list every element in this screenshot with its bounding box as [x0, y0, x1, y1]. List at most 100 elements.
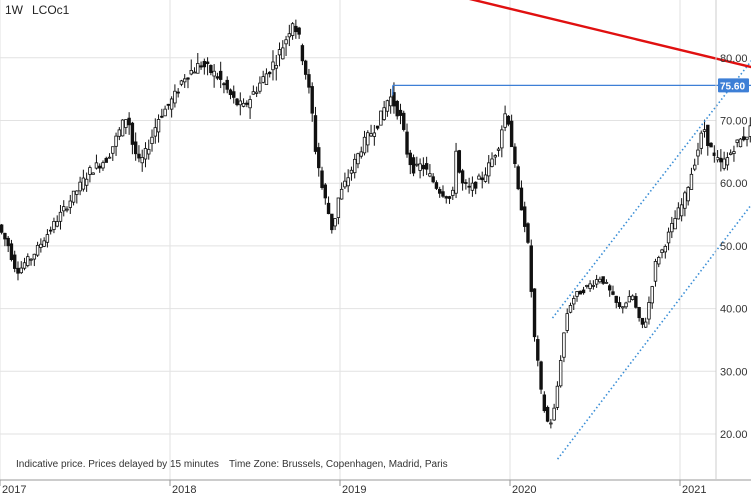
candle-body: [209, 65, 213, 74]
candle-body: [418, 163, 422, 171]
candle-body: [147, 149, 151, 155]
candle-body: [673, 218, 677, 230]
last-price-badge: 75.60: [718, 78, 749, 93]
candle-body: [39, 243, 43, 248]
timeframe-label[interactable]: 1W: [5, 3, 24, 17]
candle-body: [320, 170, 324, 188]
candle-body: [529, 245, 533, 292]
candle-body: [598, 278, 602, 283]
candle-body: [336, 197, 341, 218]
candle-body: [549, 422, 553, 425]
candle-body: [120, 119, 125, 137]
candle-body: [415, 163, 419, 166]
candle-body: [16, 267, 20, 274]
candle-body: [552, 407, 556, 421]
candle-body: [111, 146, 115, 154]
candle-body: [562, 332, 566, 358]
candle-body: [506, 115, 511, 125]
candle-body: [183, 78, 187, 83]
candle-body: [614, 295, 618, 303]
candle-body: [588, 283, 592, 289]
candle-body: [199, 65, 203, 68]
candle-body: [650, 286, 654, 304]
candle-body: [52, 221, 56, 230]
y-tick-label: 80.00: [720, 53, 748, 65]
candle-body: [385, 100, 390, 112]
candle-body: [509, 120, 514, 148]
candle-body: [578, 290, 582, 295]
timezone-note: Time Zone: Brussels, Copenhagen, Madrid,…: [229, 459, 448, 470]
candle-body: [742, 136, 746, 141]
candle-body: [290, 23, 295, 36]
candle-body: [640, 317, 645, 325]
candle-body: [542, 394, 547, 412]
candle-body: [215, 76, 220, 79]
candle-body: [137, 153, 141, 159]
candle-body: [473, 181, 478, 189]
candle-body: [572, 298, 576, 305]
channel-lower-line: [556, 203, 751, 460]
candle-body: [173, 90, 177, 104]
candle-body: [45, 234, 50, 243]
candle-body: [349, 169, 354, 174]
candle-body: [317, 147, 321, 169]
candle-body: [702, 129, 707, 132]
candle-body: [366, 132, 370, 146]
candle-body: [3, 232, 7, 240]
candle-body: [264, 73, 269, 85]
y-tick-label: 60.00: [720, 178, 748, 190]
candle-body: [516, 166, 520, 190]
candle-body: [568, 305, 573, 313]
resistance-trend-line: [468, 0, 751, 69]
candle-body: [558, 360, 563, 387]
candle-body: [477, 175, 481, 180]
candle-body: [176, 91, 180, 94]
candle-body: [68, 200, 72, 208]
candle-body: [523, 206, 527, 227]
candle-body: [98, 165, 102, 169]
candle-body: [281, 47, 285, 60]
candle-body: [333, 218, 337, 227]
y-tick-label: 70.00: [720, 116, 748, 128]
candle-body: [624, 302, 628, 308]
candle-body: [398, 109, 403, 116]
candle-body: [235, 98, 239, 106]
candle-body: [699, 132, 703, 149]
candle-body: [75, 190, 79, 195]
candle-body: [356, 153, 360, 165]
candle-body: [133, 141, 138, 155]
candle-body: [274, 65, 278, 69]
candle-body: [156, 119, 161, 133]
candle-body: [670, 223, 674, 233]
candle-body: [124, 119, 128, 128]
candle-body: [88, 167, 92, 175]
candle-body: [297, 27, 301, 35]
candle-body: [601, 276, 605, 284]
symbol-label: LCOc1: [32, 3, 70, 17]
candle-body: [127, 117, 131, 126]
candle-body: [32, 253, 37, 260]
candle-body: [728, 152, 733, 155]
candle-body: [500, 129, 504, 149]
candle-body: [382, 107, 386, 120]
candle-body: [532, 288, 537, 338]
candle-body: [143, 148, 148, 160]
candle-body: [712, 152, 717, 156]
x-tick-label: 2020: [512, 484, 536, 496]
candle-body: [581, 289, 586, 294]
candle-body: [222, 83, 226, 86]
candle-body: [313, 115, 318, 152]
candle-body: [107, 156, 112, 159]
candle-body: [245, 102, 249, 105]
candles: [0, 19, 751, 429]
candle-body: [375, 125, 380, 129]
candle-body: [81, 177, 86, 190]
candle-body: [431, 176, 435, 183]
candle-body: [637, 307, 641, 319]
candle-body: [202, 61, 207, 68]
candle-body: [392, 92, 396, 107]
candle-body: [163, 108, 167, 117]
candle-body: [617, 302, 622, 308]
